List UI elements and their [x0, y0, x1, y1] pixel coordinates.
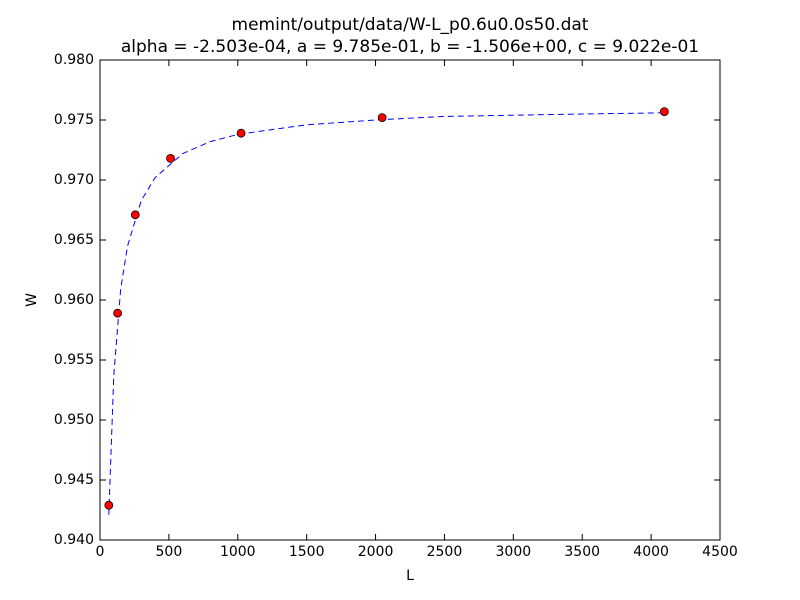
data-point — [166, 153, 175, 163]
x-tick-label: 4500 — [702, 544, 738, 560]
y-tick-label: 0.980 — [54, 52, 94, 68]
y-tick-label: 0.970 — [54, 172, 94, 188]
data-point — [130, 210, 140, 220]
y-tick-label: 0.955 — [54, 352, 94, 368]
x-tick-label: 0 — [96, 544, 105, 560]
y-axis-label: W — [24, 293, 40, 307]
x-tick-label: 2000 — [358, 544, 394, 560]
chart-subtitle: alpha = -2.503e-04, a = 9.785e-01, b = -… — [121, 37, 699, 57]
y-tick-label: 0.960 — [54, 292, 94, 308]
fit-line — [108, 112, 665, 515]
x-tick-label: 500 — [156, 544, 183, 560]
data-point — [113, 308, 123, 318]
data-point — [236, 128, 246, 138]
data-point — [659, 107, 669, 116]
plot-frame — [99, 59, 721, 541]
y-tick-label: 0.965 — [54, 232, 94, 248]
x-tick-label: 1500 — [289, 544, 325, 560]
x-tick-label: 3500 — [564, 544, 600, 560]
y-tick-label: 0.950 — [54, 412, 94, 428]
x-tick-label: 4000 — [633, 544, 669, 560]
x-tick-label: 1000 — [220, 544, 256, 560]
y-tick-label: 0.940 — [54, 532, 94, 548]
chart-title: memint/output/data/W-L_p0.6u0.0s50.dat — [232, 15, 589, 35]
data-point — [104, 500, 114, 510]
x-tick-label: 3000 — [496, 544, 532, 560]
data-point — [377, 113, 387, 122]
y-tick-label: 0.975 — [54, 112, 94, 128]
x-axis-label: L — [406, 568, 414, 584]
x-tick-label: 2500 — [427, 544, 463, 560]
y-tick-label: 0.945 — [54, 472, 94, 488]
